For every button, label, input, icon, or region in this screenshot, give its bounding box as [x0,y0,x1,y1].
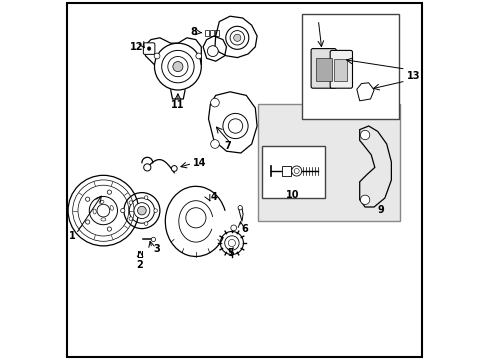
Circle shape [230,31,244,45]
Circle shape [172,62,183,72]
Text: 9: 9 [376,204,383,215]
Circle shape [97,204,109,217]
Ellipse shape [93,209,96,214]
Circle shape [185,208,205,228]
Circle shape [291,166,301,176]
Bar [315,58,331,81]
Circle shape [230,225,236,231]
FancyBboxPatch shape [310,49,336,88]
Circle shape [294,168,299,174]
Circle shape [134,203,149,219]
Ellipse shape [99,200,104,204]
Ellipse shape [101,218,105,221]
Bar [302,14,399,119]
Circle shape [85,220,90,224]
Circle shape [151,237,155,242]
Text: 10: 10 [286,190,299,200]
Text: 1: 1 [69,231,76,241]
Bar [204,30,208,36]
Circle shape [196,53,201,59]
FancyBboxPatch shape [329,50,352,88]
Circle shape [167,57,187,77]
Text: 6: 6 [241,224,247,234]
Circle shape [137,206,146,215]
Circle shape [210,98,219,107]
Text: 7: 7 [224,141,230,151]
Circle shape [121,208,124,213]
Bar [258,104,400,221]
Circle shape [171,166,177,171]
Circle shape [228,239,235,247]
Circle shape [360,195,369,204]
Text: 4: 4 [210,192,217,202]
Text: 12: 12 [129,42,142,52]
Bar [209,30,213,36]
Circle shape [85,197,90,201]
Text: 2: 2 [137,260,143,270]
Bar [215,30,219,36]
Circle shape [233,34,241,41]
Bar [334,59,347,81]
Circle shape [144,222,148,225]
Circle shape [147,47,151,50]
Circle shape [210,140,219,148]
Circle shape [154,53,160,59]
Text: 14: 14 [193,158,206,168]
Text: 13: 13 [406,71,419,81]
Circle shape [129,201,132,204]
Bar [261,146,324,198]
Text: 3: 3 [153,244,160,254]
Circle shape [107,227,111,231]
Circle shape [207,46,218,57]
Circle shape [153,209,157,212]
Ellipse shape [110,206,113,210]
FancyBboxPatch shape [143,43,155,54]
Circle shape [360,130,369,140]
Text: 5: 5 [227,248,234,258]
Circle shape [144,196,148,199]
Text: 11: 11 [171,100,184,110]
Bar [281,166,290,176]
Circle shape [228,119,242,133]
Circle shape [107,190,111,194]
Text: 8: 8 [190,27,197,37]
Circle shape [224,236,239,250]
Circle shape [143,164,151,171]
Circle shape [129,217,132,220]
Circle shape [238,206,242,210]
